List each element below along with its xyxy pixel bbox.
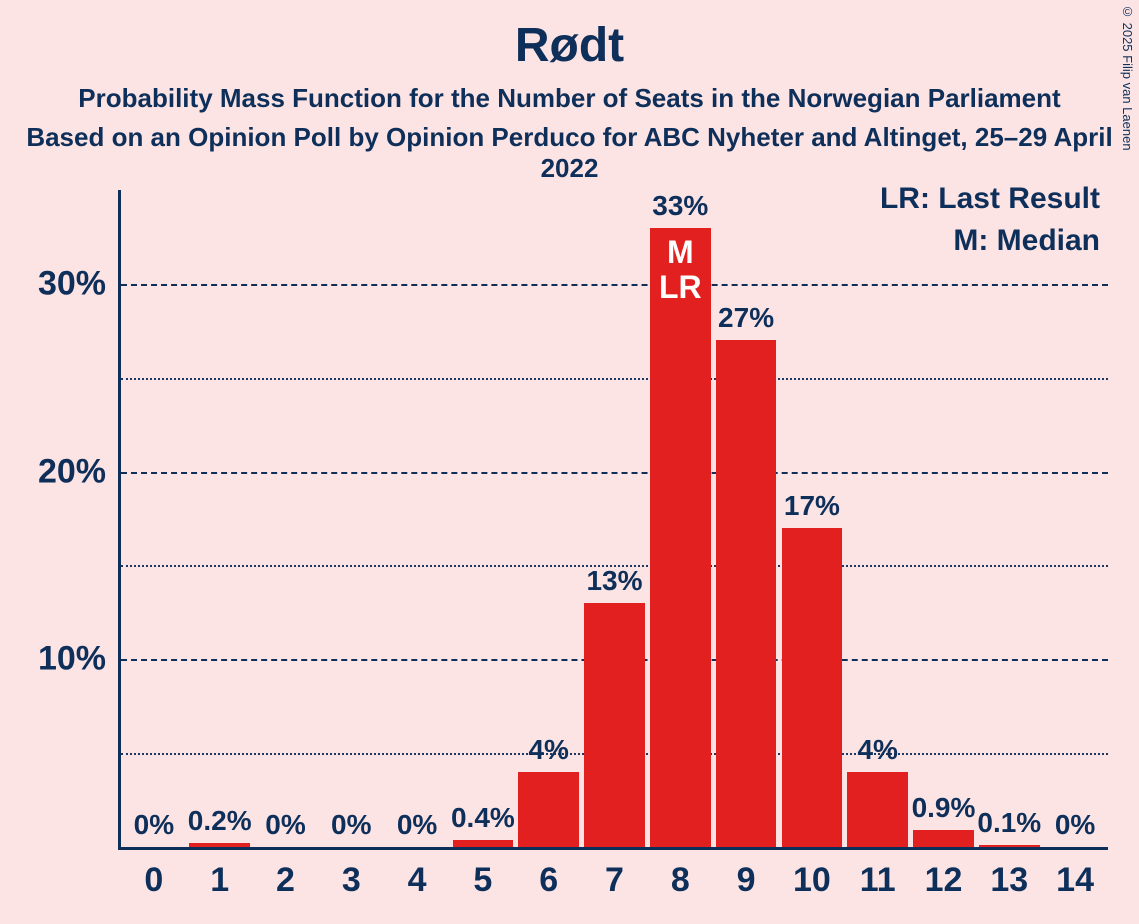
x-tick-label: 12 — [925, 861, 963, 900]
bar-value-label: 0.2% — [188, 805, 252, 837]
bar: 4% — [847, 772, 908, 847]
bar-value-label: 4% — [528, 734, 568, 766]
bar-slot: 4%11 — [845, 190, 911, 847]
bar-value-label: 0% — [265, 809, 305, 841]
y-tick-label: 10% — [38, 640, 106, 679]
x-tick-label: 13 — [990, 861, 1028, 900]
bar-slot: 27%9 — [713, 190, 779, 847]
bar-value-label: 0% — [134, 809, 174, 841]
annotation-last-result: LR — [659, 270, 702, 305]
bar-value-label: 0.1% — [977, 807, 1041, 839]
bar: 0.4% — [453, 840, 514, 848]
x-tick-label: 4 — [408, 861, 427, 900]
x-tick-label: 14 — [1056, 861, 1094, 900]
bar-slot: 0.2%1 — [187, 190, 253, 847]
x-tick-label: 3 — [342, 861, 361, 900]
bar: 13% — [584, 603, 645, 847]
bar-value-label: 4% — [857, 734, 897, 766]
x-tick-label: 0 — [144, 861, 163, 900]
bar-value-label: 33% — [652, 190, 708, 222]
bar-value-label: 17% — [784, 490, 840, 522]
bar-slot: 0.4%5 — [450, 190, 516, 847]
bar-slot: 33%8MLR — [647, 190, 713, 847]
chart-plot-area: LR: Last Result M: Median 0%00.2%10%20%3… — [118, 190, 1108, 850]
bar-slot: 4%6 — [516, 190, 582, 847]
bar-value-label: 27% — [718, 302, 774, 334]
copyright-text: © 2025 Filip van Laenen — [1119, 4, 1135, 204]
x-tick-label: 5 — [473, 861, 492, 900]
x-tick-label: 6 — [539, 861, 558, 900]
y-tick-label: 30% — [38, 264, 106, 303]
x-tick-label: 11 — [860, 861, 896, 900]
bar: 4% — [518, 772, 579, 847]
bar-slot: 0%14 — [1042, 190, 1108, 847]
bar-value-label: 0.9% — [912, 792, 976, 824]
bar: 33% — [650, 228, 711, 847]
bar: 0.1% — [979, 845, 1040, 847]
bar-slot: 0%2 — [253, 190, 319, 847]
bar-annotation: MLR — [659, 235, 702, 305]
bar-slot: 0%3 — [318, 190, 384, 847]
x-tick-label: 7 — [605, 861, 624, 900]
bar: 17% — [782, 528, 843, 847]
x-tick-label: 9 — [737, 861, 756, 900]
bar-slot: 0%0 — [121, 190, 187, 847]
bar-slot: 0%4 — [384, 190, 450, 847]
chart-title: Rødt — [0, 0, 1139, 73]
bars-container: 0%00.2%10%20%30%40.4%54%613%733%8MLR27%9… — [121, 190, 1108, 847]
bar-value-label: 0% — [1055, 809, 1095, 841]
chart-subtitle-1: Probability Mass Function for the Number… — [0, 83, 1139, 114]
bar-slot: 17%10 — [779, 190, 845, 847]
x-tick-label: 8 — [671, 861, 690, 900]
chart-subtitle-2: Based on an Opinion Poll by Opinion Perd… — [0, 122, 1139, 184]
bar-slot: 0.1%13 — [976, 190, 1042, 847]
x-tick-label: 10 — [793, 861, 831, 900]
x-tick-label: 1 — [210, 861, 229, 900]
bar-value-label: 13% — [586, 565, 642, 597]
x-tick-label: 2 — [276, 861, 295, 900]
y-tick-label: 20% — [38, 452, 106, 491]
bar-value-label: 0% — [397, 809, 437, 841]
bar-slot: 0.9%12 — [911, 190, 977, 847]
bar: 27% — [716, 340, 777, 847]
bar-value-label: 0.4% — [451, 802, 515, 834]
bar: 0.9% — [913, 830, 974, 847]
bar-slot: 13%7 — [582, 190, 648, 847]
annotation-median: M — [659, 235, 702, 270]
x-axis — [118, 847, 1108, 850]
bar-value-label: 0% — [331, 809, 371, 841]
bar: 0.2% — [189, 843, 250, 847]
